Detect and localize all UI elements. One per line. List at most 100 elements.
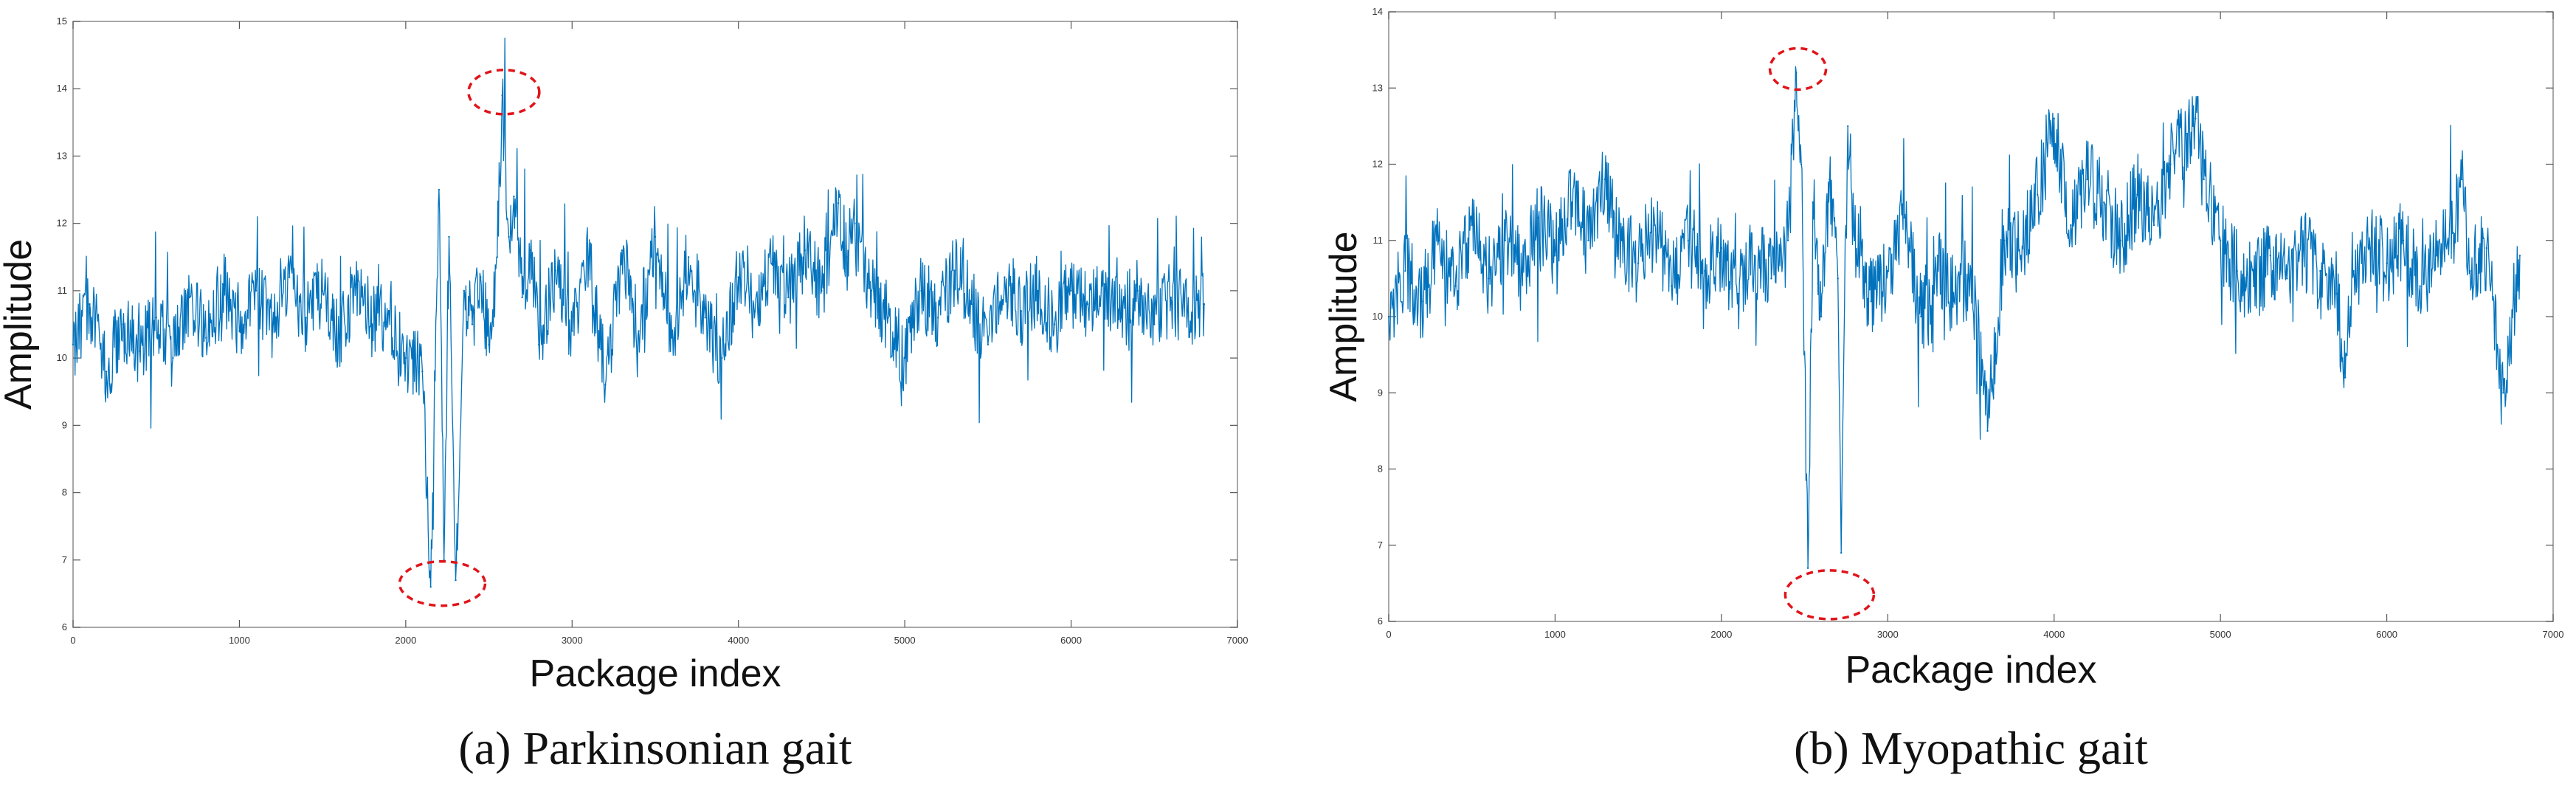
data-point: [2169, 163, 2172, 165]
data-point: [288, 276, 291, 278]
y-tick-label: 10: [1372, 311, 1383, 322]
data-point: [371, 323, 373, 325]
data-point: [529, 249, 532, 252]
series-line: [1388, 66, 2521, 569]
data-point: [2037, 193, 2039, 196]
data-point: [1203, 303, 1206, 306]
data-point: [953, 269, 956, 272]
data-point: [846, 256, 848, 258]
data-point: [2152, 224, 2155, 227]
data-point: [172, 356, 174, 359]
data-point: [2186, 133, 2189, 135]
data-point: [455, 579, 457, 582]
data-point: [438, 188, 441, 191]
data-point: [429, 586, 432, 588]
data-point: [1420, 300, 1423, 303]
data-point: [1170, 296, 1173, 299]
data-point: [2070, 224, 2072, 227]
data-point: [404, 356, 407, 359]
data-point: [1521, 269, 1523, 272]
data-point: [513, 196, 515, 198]
x-tick-label: 6000: [1060, 635, 1082, 646]
x-tick-label: 1000: [1544, 629, 1566, 640]
trough-marker-ellipse: [1783, 569, 1876, 621]
data-point: [2236, 269, 2238, 272]
data-point: [604, 384, 607, 386]
x-tick-label: 0: [1386, 629, 1391, 640]
data-point: [1086, 303, 1089, 306]
data-point: [2195, 117, 2197, 120]
data-point: [2502, 392, 2504, 394]
data-point: [804, 249, 807, 252]
data-point: [2319, 269, 2321, 272]
data-point: [221, 283, 224, 285]
data-point: [587, 256, 590, 258]
trough-marker-ellipse: [398, 559, 487, 607]
data-point: [1404, 269, 1406, 272]
data-point: [355, 283, 357, 285]
data-point: [1603, 178, 1606, 181]
data-point: [638, 330, 640, 332]
data-point: [770, 263, 773, 265]
x-tick-label: 3000: [1877, 629, 1899, 640]
data-point: [2302, 247, 2305, 249]
data-point: [2352, 269, 2355, 272]
data-point: [1620, 239, 1623, 241]
data-point: [388, 310, 390, 312]
y-tick-label: 8: [62, 487, 67, 498]
x-tick-label: 0: [70, 635, 75, 646]
data-point: [1936, 255, 1939, 257]
data-point: [1587, 239, 1589, 241]
data-point: [1687, 239, 1689, 241]
x-tick-label: 1000: [229, 635, 250, 646]
data-point: [1800, 163, 1803, 165]
data-point: [1187, 310, 1189, 312]
data-point: [1454, 285, 1457, 287]
y-tick-label: 8: [1378, 463, 1383, 475]
data-point: [1053, 323, 1056, 325]
data-point: [1637, 262, 1640, 264]
data-point: [1854, 239, 1856, 241]
chart-parkinsonian-gait: 0 1000 2000 3000 4000 5000 6000 7000 6 7 8 9 10 11 12 1…: [0, 15, 1248, 774]
x-tick-label: 6000: [2376, 629, 2397, 640]
data-point: [2344, 376, 2347, 379]
data-point: [654, 235, 657, 238]
x-tick-label: 5000: [2210, 629, 2231, 640]
data-point: [1120, 317, 1122, 319]
data-point: [2369, 247, 2372, 249]
data-point: [338, 337, 340, 339]
data-point: [122, 323, 124, 325]
chart-myopathic-gait: 0 1000 2000 3000 4000 5000 6000 7000 6 7 8 9 10 11 12 1…: [1322, 6, 2563, 774]
data-point: [2419, 285, 2421, 287]
data-point: [238, 330, 241, 332]
data-point: [488, 343, 490, 346]
data-point: [463, 289, 465, 292]
data-point: [2219, 239, 2222, 241]
data-point: [970, 303, 973, 306]
data-point: [1554, 255, 1556, 257]
data-point: [255, 289, 258, 292]
data-point: [1753, 255, 1756, 257]
data-point: [105, 370, 108, 373]
data-point: [272, 323, 274, 325]
data-point: [854, 222, 856, 224]
data-point: [1504, 239, 1507, 241]
data-point: [821, 289, 823, 292]
data-point: [837, 202, 840, 204]
data-point: [1153, 323, 1156, 325]
series-line: [72, 37, 1205, 587]
x-tick-label: 5000: [894, 635, 916, 646]
data-point: [937, 317, 939, 319]
data-point: [754, 310, 756, 312]
data-point: [1887, 269, 1889, 272]
data-point: [1812, 201, 1814, 204]
data-point: [1671, 285, 1673, 287]
y-tick-label: 10: [57, 352, 67, 363]
data-point: [554, 269, 556, 272]
data-point: [1654, 224, 1656, 227]
y-tick-label: 6: [62, 621, 67, 632]
data-point: [1837, 277, 1839, 280]
data-point: [1704, 269, 1706, 272]
data-point: [1020, 310, 1023, 312]
data-point: [2003, 239, 2006, 241]
